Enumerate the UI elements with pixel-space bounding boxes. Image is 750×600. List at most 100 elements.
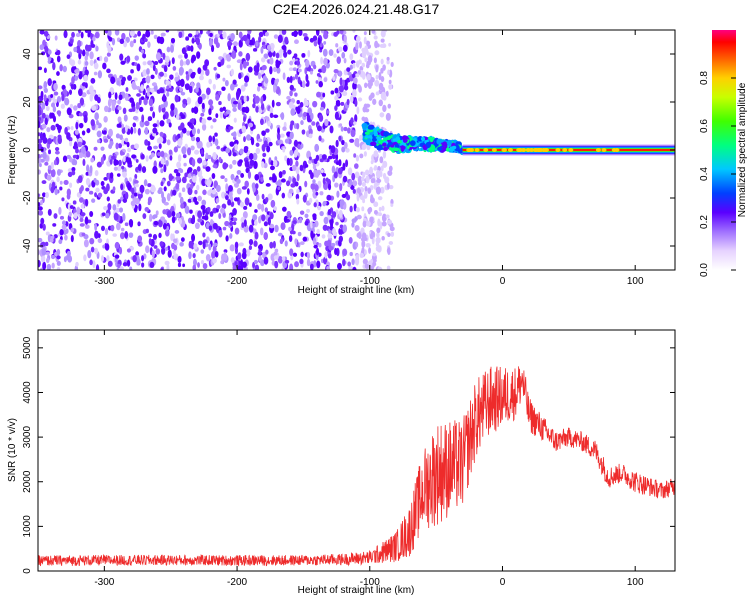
heatmap-cell	[180, 91, 186, 96]
heatmap-cell	[308, 197, 313, 204]
heatmap-cell	[160, 267, 164, 270]
heatmap-cell	[59, 64, 63, 72]
heatmap-cell	[320, 169, 324, 174]
heatmap-cell	[89, 59, 94, 66]
heatmap-cell	[257, 203, 262, 210]
heatmap-cell	[271, 77, 275, 86]
heatmap-cell	[309, 263, 314, 270]
heatmap-cell	[304, 180, 308, 188]
heatmap-cell	[46, 174, 52, 181]
heatmap-cell	[117, 263, 121, 269]
heatmap-cell	[375, 236, 381, 244]
heatmap-cell	[289, 84, 294, 91]
heatmap-cell	[341, 139, 345, 146]
heatmap-cell	[118, 94, 123, 101]
heatmap-cell	[56, 176, 60, 183]
heatmap-cell	[203, 215, 209, 221]
heatmap-cell	[134, 198, 140, 205]
heatmap-cell	[145, 245, 150, 254]
heatmap-cell	[173, 107, 178, 116]
heatmap-cell	[124, 137, 129, 143]
heatmap-cell	[153, 220, 159, 226]
heatmap-cell	[161, 191, 165, 199]
x-tick-label: -200	[227, 276, 247, 287]
heatmap-cell	[263, 221, 268, 227]
heatmap-cell	[255, 105, 259, 113]
heatmap-cell	[50, 235, 55, 240]
heatmap-cell	[289, 149, 294, 156]
heatmap-cell	[356, 188, 362, 194]
heatmap-cell	[210, 44, 215, 53]
heatmap-cell	[321, 173, 327, 177]
heatmap-cell	[312, 213, 317, 218]
heatmap-cell	[84, 61, 89, 66]
heatmap-cell	[81, 92, 87, 98]
heatmap-cell	[80, 203, 85, 209]
heatmap-cell	[97, 238, 103, 244]
heatmap-cell	[245, 52, 251, 62]
heatmap-cell	[136, 93, 141, 97]
heatmap-cell	[230, 257, 235, 264]
heatmap-cell	[446, 139, 453, 146]
heatmap-cell	[115, 142, 119, 150]
heatmap-cell	[296, 198, 300, 205]
heatmap-cell	[266, 44, 271, 50]
heatmap-cell	[166, 263, 170, 270]
heatmap-cell	[108, 91, 112, 99]
heatmap-cell	[59, 229, 64, 236]
heatmap-cell	[248, 202, 252, 207]
heatmap-cell	[356, 193, 360, 202]
carrier-peak	[568, 148, 574, 152]
heatmap-cell	[148, 98, 154, 107]
heatmap-cell	[248, 224, 254, 233]
heatmap-cell	[168, 149, 173, 155]
heatmap-cell	[253, 259, 259, 265]
heatmap-cell	[66, 107, 72, 116]
heatmap-cell	[127, 147, 132, 153]
heatmap-cell	[289, 90, 293, 97]
heatmap-cell	[264, 115, 268, 120]
heatmap-cell	[284, 155, 288, 162]
heatmap-cell	[253, 240, 258, 247]
heatmap-cell	[156, 36, 162, 44]
heatmap-cell	[151, 249, 155, 258]
heatmap-cell	[170, 44, 174, 53]
heatmap-cell	[77, 175, 83, 184]
heatmap-cell	[376, 227, 381, 234]
heatmap-cell	[252, 214, 258, 221]
heatmap-cell	[380, 58, 384, 65]
heatmap-cell	[296, 60, 301, 66]
heatmap-cell	[349, 64, 354, 70]
heatmap-cell	[160, 216, 166, 221]
heatmap-cell	[180, 203, 185, 209]
heatmap-cell	[38, 108, 42, 117]
heatmap-cell	[296, 122, 300, 130]
heatmap-cell	[386, 265, 391, 270]
heatmap-cell	[382, 30, 388, 33]
heatmap-cell	[66, 193, 71, 200]
heatmap-cell	[193, 106, 199, 115]
heatmap-cell	[166, 193, 171, 202]
heatmap-cell	[201, 199, 207, 206]
heatmap-cell	[294, 92, 298, 97]
heatmap-cell	[119, 207, 124, 213]
heatmap-cell	[214, 138, 219, 146]
heatmap-cell	[263, 53, 269, 59]
heatmap-cell	[108, 128, 113, 137]
heatmap-cell	[119, 134, 123, 141]
heatmap-cell	[373, 150, 379, 158]
y-tick-label: 3000	[22, 426, 33, 449]
heatmap-cell	[142, 61, 147, 66]
heatmap-cell	[41, 123, 47, 129]
heatmap-cell	[234, 227, 240, 235]
heatmap-cell	[381, 205, 385, 212]
heatmap-cell	[299, 210, 305, 215]
heatmap-cell	[159, 88, 165, 94]
heatmap-cell	[372, 252, 377, 257]
heatmap-cell	[284, 138, 290, 144]
heatmap-cell	[354, 99, 358, 107]
heatmap-cell	[141, 166, 147, 174]
heatmap-cell	[71, 170, 76, 176]
heatmap-cell	[316, 228, 320, 235]
heatmap-cell	[158, 232, 162, 239]
